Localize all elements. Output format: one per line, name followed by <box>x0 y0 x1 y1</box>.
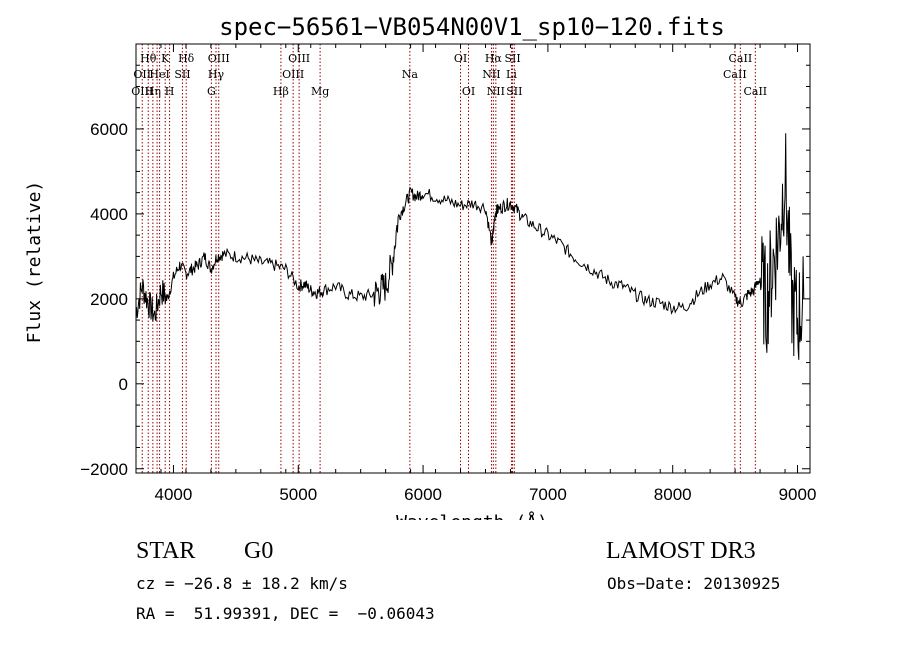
x-axis-label: Wavelength (Å) <box>396 511 548 520</box>
x-tick-label-3: 7000 <box>529 485 567 504</box>
x-axis-ticks: 4000 5000 6000 7000 8000 9000 <box>135 44 817 504</box>
y-tick-label-1: 0 <box>119 375 128 394</box>
marker-label-7: SII <box>504 52 520 65</box>
x-tick-label-0: 4000 <box>155 485 193 504</box>
y-tick-label-2: 2000 <box>90 290 128 309</box>
x-tick-label-2: 6000 <box>404 485 442 504</box>
y-axis-label: Flux (relative) <box>24 181 45 344</box>
marker-label-5: OI <box>454 52 467 65</box>
survey-name: LAMOST DR3 <box>606 538 756 564</box>
marker-label-4: OIII <box>288 52 310 65</box>
y-axis-ticks: −2000 0 2000 4000 6000 <box>80 64 810 479</box>
marker-label-13: OIII <box>282 68 304 81</box>
marker-label-19: Hη <box>145 85 161 98</box>
y-tick-label-3: 4000 <box>90 205 128 224</box>
observation-date: Obs−Date: 20130925 <box>607 574 781 593</box>
coordinates: RA = 51.99391, DEC = −0.06043 <box>136 604 435 623</box>
object-class: STAR <box>136 538 196 564</box>
marker-label-2: Hδ <box>178 52 195 65</box>
marker-label-27: CaII <box>743 85 767 98</box>
spectrum-chart: spec−56561−VB054N00V1_sp10−120.fits Hθ K H… <box>24 13 817 520</box>
marker-label-9: OII <box>133 68 151 81</box>
x-tick-label-1: 5000 <box>279 485 317 504</box>
marker-label-16: Li <box>506 68 517 81</box>
marker-label-17: CaII <box>723 68 747 81</box>
y-tick-label-0: −2000 <box>80 460 128 479</box>
marker-label-21: G <box>207 85 216 98</box>
redshift-value: cz = −26.8 ± 18.2 km/s <box>136 574 348 593</box>
marker-label-0: Hθ <box>140 52 157 65</box>
plot-frame <box>135 43 811 474</box>
object-subclass: G0 <box>244 538 274 564</box>
marker-label-14: Na <box>402 68 419 81</box>
x-tick-label-5: 9000 <box>779 485 817 504</box>
marker-label-1: K <box>161 52 170 65</box>
marker-label-22: Hβ <box>273 85 289 98</box>
chart-title: spec−56561−VB054N00V1_sp10−120.fits <box>219 13 725 41</box>
marker-label-12: Hγ <box>208 68 225 81</box>
marker-label-24: OI <box>462 85 475 98</box>
marker-label-3: OIII <box>208 52 230 65</box>
marker-label-8: CaII <box>729 52 753 65</box>
marker-label-26: SII <box>506 85 522 98</box>
marker-label-20: H <box>165 85 175 98</box>
spectral-line-markers <box>141 44 756 473</box>
spectrum-line <box>135 133 805 360</box>
marker-label-18: OIII <box>131 85 153 98</box>
x-tick-label-4: 8000 <box>654 485 692 504</box>
marker-label-10: HeI <box>149 68 169 81</box>
marker-label-11: SII <box>174 68 190 81</box>
marker-label-15: NII <box>482 68 500 81</box>
marker-label-23: Mg <box>311 85 329 98</box>
marker-label-25: NII <box>487 85 505 98</box>
y-tick-label-4: 6000 <box>90 120 128 139</box>
marker-label-6: Hα <box>485 52 503 65</box>
